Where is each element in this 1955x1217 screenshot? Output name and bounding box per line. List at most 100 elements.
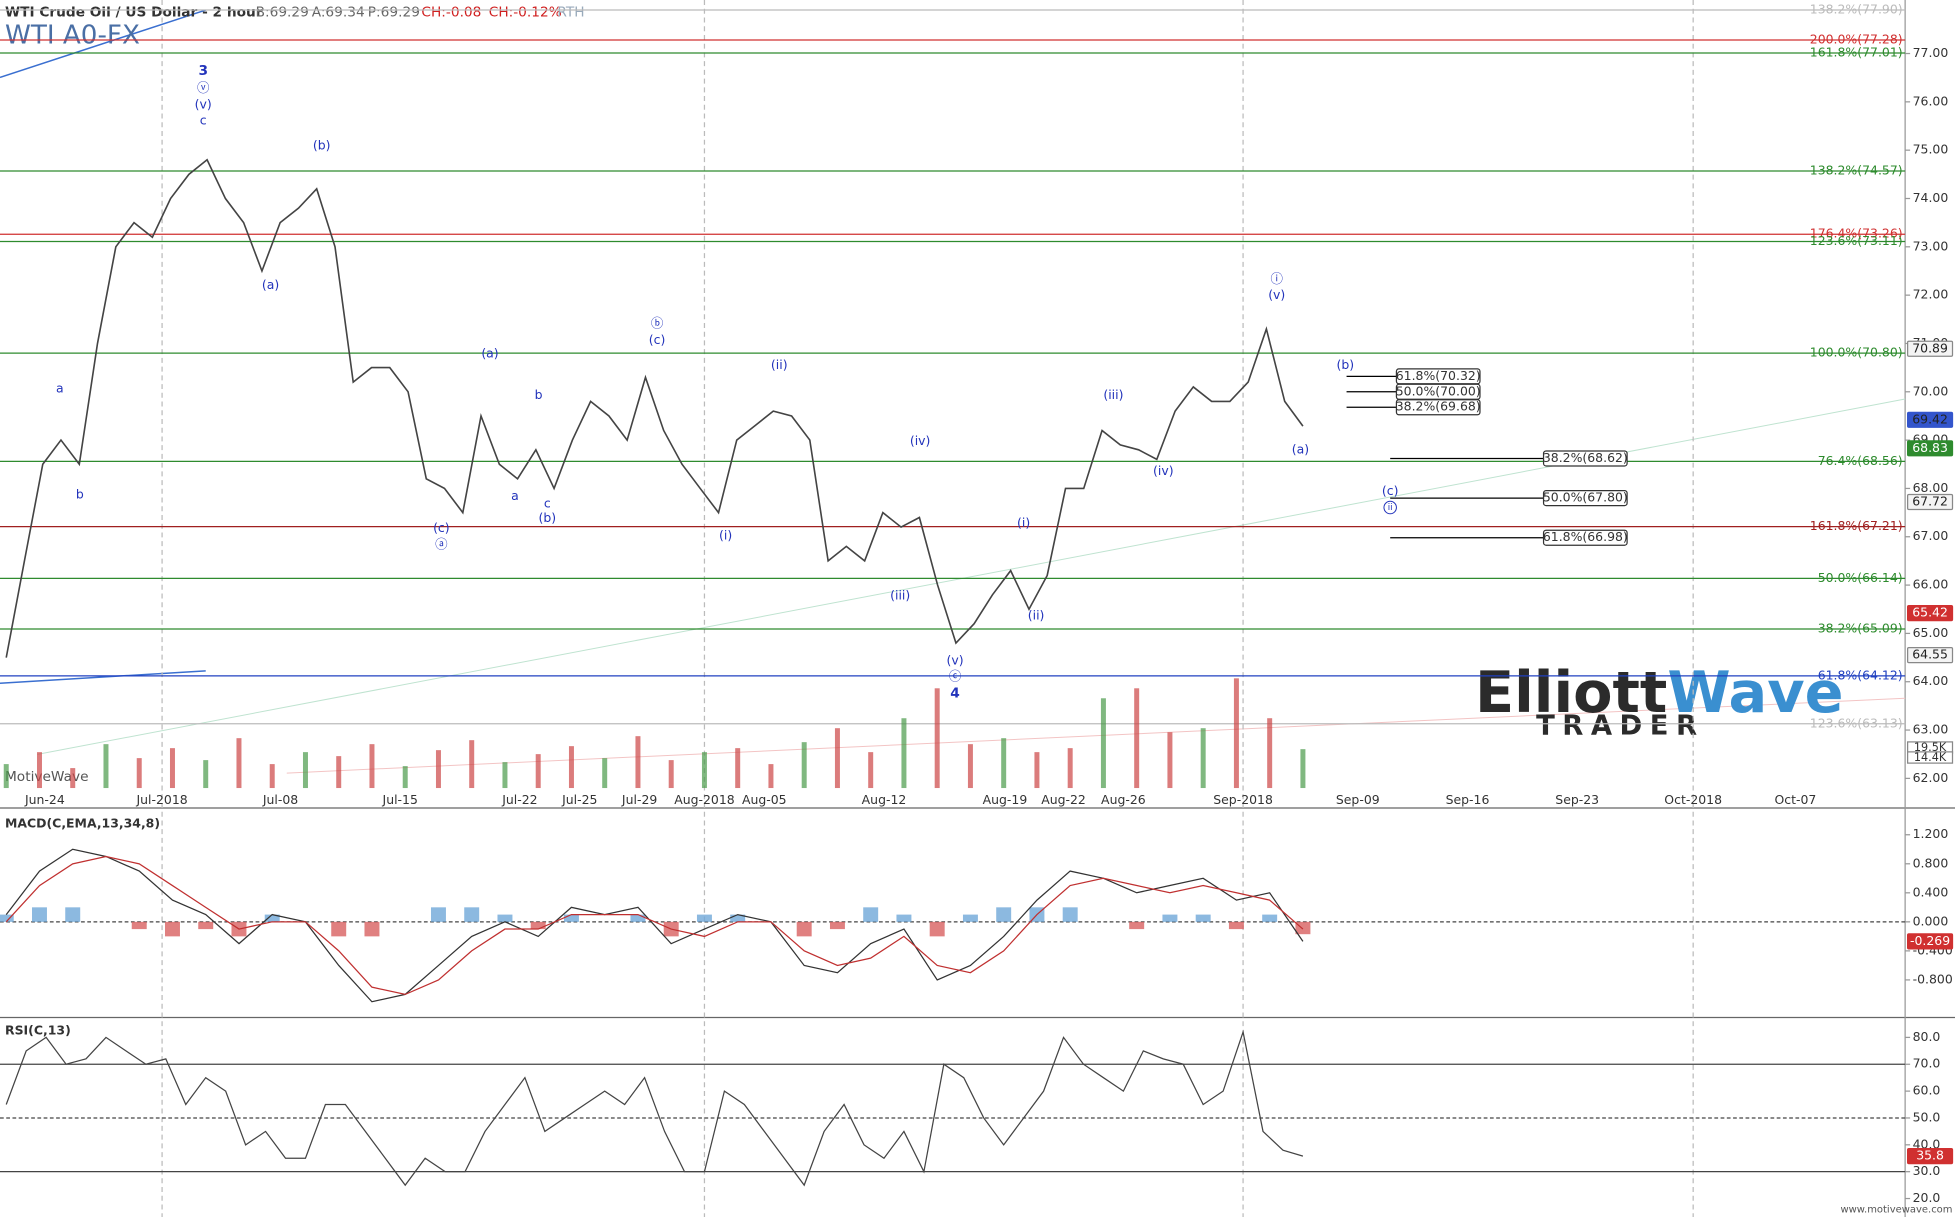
projection-box xyxy=(1395,399,1481,416)
price-badge xyxy=(1906,933,1954,950)
trend-line xyxy=(0,9,206,79)
wave-label: 3 xyxy=(198,63,208,79)
wave-label: ii xyxy=(1388,503,1393,513)
wave-label: 4 xyxy=(950,685,960,701)
price-badge-label: 67.72 xyxy=(1912,493,1948,508)
volume-bar xyxy=(1001,738,1007,789)
histogram-bar xyxy=(1228,921,1244,930)
histogram-bar xyxy=(896,914,912,922)
histogram-bar xyxy=(1162,914,1178,922)
wave-label: a xyxy=(511,488,519,503)
histogram-bar xyxy=(1295,921,1311,935)
wave-label: c xyxy=(200,112,207,127)
wave-label: (c) xyxy=(1382,483,1399,498)
y-tick-label: 68.00 xyxy=(1913,480,1949,495)
volume-bar xyxy=(269,764,275,789)
instrument: WTI Crude Oil / US Dollar - 2 hour xyxy=(5,5,263,21)
price-badge-label: 69.42 xyxy=(1912,411,1948,426)
logo-part: Wave xyxy=(1667,658,1843,725)
y-tick-label: 40.0 xyxy=(1913,1136,1941,1151)
histogram-bar xyxy=(730,914,746,922)
pane-title: RSI(C,13) xyxy=(5,1023,71,1038)
y-tick-label: 30.0 xyxy=(1913,1163,1941,1178)
fib-label: 100.0%(70.80) xyxy=(1810,345,1903,360)
histogram-bar xyxy=(0,914,14,922)
volume-bar xyxy=(668,760,674,789)
volume-bar xyxy=(602,758,608,789)
wave-label: ⓘ xyxy=(1271,271,1284,286)
price-badge-label: 64.55 xyxy=(1912,647,1948,662)
x-tick-label: Aug-2018 xyxy=(674,792,735,807)
histogram-bar xyxy=(829,921,845,930)
histogram-bar xyxy=(996,907,1012,922)
wave-label: (iv) xyxy=(1153,463,1174,478)
volume-bar xyxy=(103,744,109,789)
x-tick-label: Jul-29 xyxy=(621,792,657,807)
fib-label: 138.2%(77.90) xyxy=(1810,2,1903,17)
y-tick-label: 73.00 xyxy=(1913,238,1949,253)
pane-title: MACD(C,EMA,13,34,8) xyxy=(5,816,160,831)
volume-bar xyxy=(402,766,408,789)
price-badge-label: -0.269 xyxy=(1910,933,1950,948)
histogram-bar xyxy=(1195,914,1211,922)
fib-label: 50.0%(66.14) xyxy=(1818,570,1903,585)
histogram-bar xyxy=(331,921,347,937)
histogram-bar xyxy=(1062,907,1078,922)
projection-label: 50.0%(67.80) xyxy=(1543,490,1628,505)
wave-label: (a) xyxy=(262,277,279,292)
volume-bar xyxy=(901,718,907,789)
histogram-bar xyxy=(863,907,879,922)
y-tick-label: 70.0 xyxy=(1913,1056,1941,1071)
histogram-bar xyxy=(497,914,513,922)
indicator-line xyxy=(5,848,1304,1003)
y-tick-label: 75.00 xyxy=(1913,142,1949,157)
fib-label: 161.8%(77.01) xyxy=(1810,45,1903,60)
indicator-line xyxy=(5,1029,1304,1187)
symbol: WTI A0-FX xyxy=(5,21,140,51)
volume-bar xyxy=(1067,748,1073,789)
indicator-line xyxy=(5,855,1304,996)
volume-bar xyxy=(834,728,840,789)
histogram-bar xyxy=(430,907,446,922)
x-tick-label: Jun-24 xyxy=(24,792,65,807)
volume-bar xyxy=(1167,732,1173,789)
fib-label: 138.2%(74.57) xyxy=(1810,162,1903,177)
y-tick-label: 60.0 xyxy=(1913,1083,1941,1098)
wave-label: (b) xyxy=(539,510,557,525)
x-tick-label: Sep-09 xyxy=(1336,792,1380,807)
fib-label: 161.8%(67.21) xyxy=(1810,518,1903,533)
fib-label: 123.6%(63.13) xyxy=(1810,715,1903,730)
x-tick-label: Sep-2018 xyxy=(1213,792,1273,807)
watermark: MotiveWave xyxy=(5,769,89,785)
histogram-bar xyxy=(962,914,978,922)
volume-bar xyxy=(169,748,175,789)
projection-label: 38.2%(68.62) xyxy=(1543,450,1628,465)
wave-label: (iii) xyxy=(890,588,910,603)
volume-bar xyxy=(934,688,940,789)
wave-label: (c) xyxy=(649,332,666,347)
volume-bar xyxy=(701,752,707,789)
y-tick-label: 80.0 xyxy=(1913,1029,1941,1044)
volume-badge-label: 19.5K xyxy=(1914,741,1947,754)
x-tick-label: Jul-22 xyxy=(501,792,537,807)
y-tick-label: 0.800 xyxy=(1913,855,1949,870)
wave-label: (ii) xyxy=(1028,607,1045,622)
projection-label: 61.8%(70.32) xyxy=(1396,368,1481,383)
y-tick-label: 0.000 xyxy=(1913,913,1949,928)
price-badge xyxy=(1906,605,1954,622)
wave-label: ⓑ xyxy=(651,316,664,331)
fib-label: 38.2%(65.09) xyxy=(1818,621,1903,636)
volume-bar xyxy=(203,760,209,789)
volume-bar xyxy=(568,746,574,789)
histogram-bar xyxy=(65,907,81,922)
volume-badge-label: 14.4K xyxy=(1914,751,1947,764)
fib-label: 61.8%(64.12) xyxy=(1818,667,1903,682)
volume-bar xyxy=(36,752,42,789)
histogram-bar xyxy=(630,914,646,922)
volume-bar xyxy=(236,738,242,789)
y-tick-label: 72.00 xyxy=(1913,287,1949,302)
change-pct: CH:-0.12% xyxy=(489,5,562,21)
price-badge xyxy=(1906,647,1954,664)
wave-label: (v) xyxy=(195,96,212,111)
